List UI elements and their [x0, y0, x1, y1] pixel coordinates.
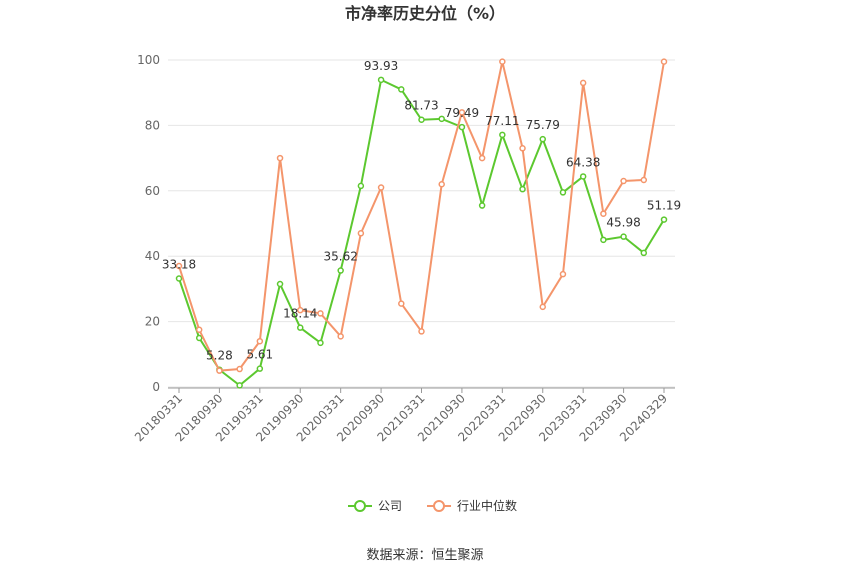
- point: [458, 109, 466, 116]
- point: [438, 115, 445, 123]
- value-label: 75.79: [526, 118, 560, 132]
- point: [357, 182, 365, 190]
- point: [478, 202, 486, 209]
- chart-title: 市净率历史分位（%）: [345, 4, 505, 23]
- value-label: 33.18: [162, 258, 196, 272]
- value-label: 18.14: [283, 307, 317, 321]
- point: [398, 86, 405, 93]
- point: [236, 365, 243, 373]
- point: [418, 328, 425, 335]
- legend-marker: [433, 500, 446, 512]
- point: [620, 233, 627, 240]
- point: [640, 176, 648, 184]
- point: [539, 303, 546, 311]
- point: [579, 173, 587, 180]
- point: [640, 249, 648, 257]
- point: [478, 154, 486, 162]
- legend-label: 公司: [378, 499, 402, 513]
- value-label: 45.98: [606, 216, 640, 230]
- legend-label: 行业中位数: [457, 498, 517, 513]
- point: [600, 236, 607, 244]
- point: [175, 262, 183, 270]
- y-tick-label: 20: [145, 315, 160, 329]
- point: [236, 382, 243, 389]
- point: [559, 189, 567, 196]
- point: [539, 135, 546, 143]
- value-label: 5.61: [246, 348, 273, 362]
- y-tick-label: 40: [145, 249, 160, 263]
- point: [195, 334, 203, 342]
- value-label: 64.38: [566, 155, 600, 169]
- point: [317, 339, 324, 347]
- value-label: 79.49: [445, 106, 479, 120]
- point: [499, 58, 506, 65]
- point: [337, 267, 344, 274]
- point: [276, 280, 284, 288]
- point: [357, 230, 365, 237]
- value-label: 77.11: [485, 114, 519, 128]
- point: [559, 270, 567, 278]
- point: [660, 216, 668, 223]
- point: [297, 306, 304, 314]
- point: [620, 177, 627, 185]
- point: [276, 154, 284, 162]
- point: [438, 181, 445, 188]
- legend-marker: [354, 500, 366, 512]
- point: [398, 300, 405, 307]
- y-tick-label: 100: [137, 53, 160, 67]
- point: [317, 310, 324, 317]
- point: [216, 367, 223, 374]
- point: [600, 210, 607, 217]
- point: [660, 58, 668, 65]
- point: [418, 116, 425, 123]
- y-tick-label: 0: [152, 380, 160, 394]
- value-label: 35.62: [323, 250, 357, 264]
- point: [297, 324, 304, 331]
- point: [256, 337, 264, 345]
- source: 数据来源：恒生聚源: [366, 548, 483, 563]
- point: [256, 365, 264, 372]
- point: [195, 326, 203, 334]
- y-tick-label: 80: [145, 118, 160, 132]
- y-tick-label: 60: [145, 184, 160, 198]
- point: [337, 333, 344, 340]
- value-label: 81.73: [404, 99, 438, 113]
- point: [579, 79, 587, 87]
- value-label: 93.93: [364, 59, 398, 73]
- value-label: 51.19: [647, 199, 681, 213]
- point: [458, 123, 466, 131]
- point: [499, 131, 506, 139]
- point: [519, 185, 526, 193]
- point: [377, 184, 385, 191]
- point: [377, 76, 385, 84]
- point: [175, 275, 183, 282]
- point: [519, 145, 526, 152]
- value-label: 5.28: [206, 349, 233, 363]
